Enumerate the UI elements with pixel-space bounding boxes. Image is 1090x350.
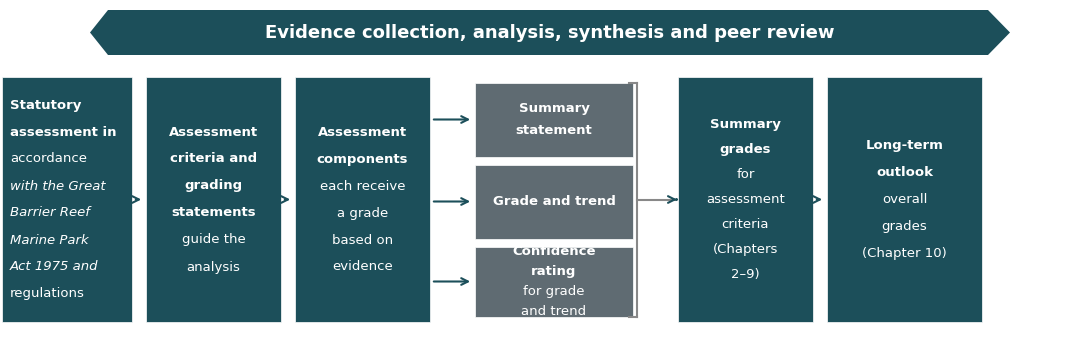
Text: components: components xyxy=(317,153,409,166)
Text: statements: statements xyxy=(171,206,256,219)
Text: Statutory: Statutory xyxy=(10,98,82,112)
Text: with the Great: with the Great xyxy=(10,180,106,193)
FancyBboxPatch shape xyxy=(475,83,633,156)
FancyBboxPatch shape xyxy=(146,77,281,322)
Text: for grade: for grade xyxy=(523,285,584,298)
Text: analysis: analysis xyxy=(186,260,241,273)
Text: (Chapters: (Chapters xyxy=(713,243,778,256)
FancyBboxPatch shape xyxy=(2,77,132,322)
Text: Confidence: Confidence xyxy=(512,245,596,258)
Text: criteria and: criteria and xyxy=(170,153,257,166)
Text: (Chapter 10): (Chapter 10) xyxy=(862,247,947,260)
Polygon shape xyxy=(90,10,1010,55)
FancyBboxPatch shape xyxy=(475,164,633,238)
Text: assessment in: assessment in xyxy=(10,126,117,139)
Text: accordance: accordance xyxy=(10,153,87,166)
Text: Long-term: Long-term xyxy=(865,139,944,152)
Text: evidence: evidence xyxy=(332,260,392,273)
Text: grades: grades xyxy=(882,220,928,233)
Text: guide the: guide the xyxy=(182,233,245,246)
Text: regulations: regulations xyxy=(10,287,85,301)
Text: grading: grading xyxy=(184,180,243,193)
FancyBboxPatch shape xyxy=(295,77,429,322)
Text: each receive: each receive xyxy=(319,180,405,193)
Text: a grade: a grade xyxy=(337,206,388,219)
Text: Assessment: Assessment xyxy=(169,126,258,139)
Text: Summary: Summary xyxy=(519,102,590,115)
Text: grades: grades xyxy=(719,143,772,156)
Text: Act 1975 and: Act 1975 and xyxy=(10,260,98,273)
Text: statement: statement xyxy=(516,124,592,137)
Text: 2–9): 2–9) xyxy=(731,268,760,281)
Text: Summary: Summary xyxy=(710,118,780,131)
Text: Evidence collection, analysis, synthesis and peer review: Evidence collection, analysis, synthesis… xyxy=(265,23,835,42)
Text: Marine Park: Marine Park xyxy=(10,233,88,246)
Text: Grade and trend: Grade and trend xyxy=(493,195,616,208)
FancyBboxPatch shape xyxy=(827,77,982,322)
Text: outlook: outlook xyxy=(876,166,933,179)
Text: for: for xyxy=(737,168,754,181)
Text: and trend: and trend xyxy=(521,305,586,318)
Text: assessment: assessment xyxy=(706,193,785,206)
Text: overall: overall xyxy=(882,193,928,206)
Text: rating: rating xyxy=(531,265,577,278)
Text: based on: based on xyxy=(332,233,393,246)
FancyBboxPatch shape xyxy=(475,246,633,316)
Text: Assessment: Assessment xyxy=(318,126,407,139)
FancyBboxPatch shape xyxy=(678,77,813,322)
Text: Barrier Reef: Barrier Reef xyxy=(10,206,89,219)
Text: criteria: criteria xyxy=(722,218,770,231)
